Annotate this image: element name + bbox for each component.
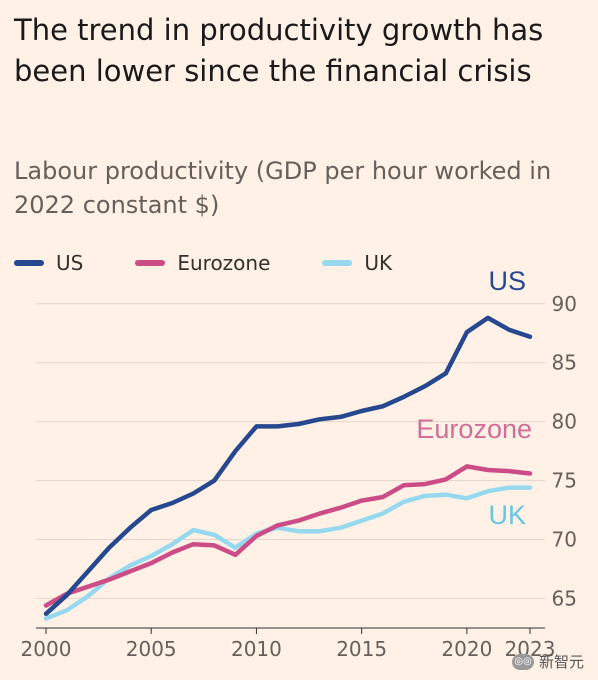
series-line-uk [43, 485, 533, 621]
series-labels: US Eurozone UK [416, 266, 532, 530]
x-tick-label-2000: 2000 [21, 637, 72, 661]
series-label-us: US [488, 266, 526, 296]
legend-label-uk: UK [364, 251, 393, 275]
series-line-eurozone [43, 464, 533, 608]
y-tick-label-70: 70 [552, 528, 577, 552]
legend-item-uk: UK [322, 251, 392, 275]
series-label-eurozone: Eurozone [416, 414, 532, 444]
legend-swatch-us [14, 260, 44, 266]
watermark-text: 新智元 [538, 653, 584, 671]
watermark: ◎◎ 新智元 [511, 651, 584, 672]
x-tick-label-2020: 2020 [441, 637, 492, 661]
chart-title: The trend in productivity growth has bee… [14, 13, 544, 88]
y-tick-label-85: 85 [552, 351, 577, 375]
y-tick-label-75: 75 [552, 469, 577, 493]
legend-item-us: US [14, 251, 83, 275]
legend-swatch-uk [322, 260, 353, 266]
y-tick-label-65: 65 [552, 586, 577, 610]
y-tick-label-90: 90 [552, 292, 577, 316]
x-tick-label-2015: 2015 [336, 637, 387, 661]
wechat-icon: ◎◎ [511, 653, 534, 670]
x-tick-label-2005: 2005 [126, 637, 177, 661]
legend-label-us: US [56, 251, 84, 275]
series-line-us [43, 315, 533, 617]
y-tick-label-80: 80 [552, 410, 577, 434]
legend-item-eurozone: Eurozone [135, 251, 270, 275]
series-lines [43, 315, 533, 621]
chart-subtitle: Labour productivity (GDP per hour worked… [14, 157, 552, 219]
legend-label-eurozone: Eurozone [177, 251, 271, 275]
series-label-uk: UK [488, 500, 526, 530]
x-tick-label-2010: 2010 [231, 637, 282, 661]
legend: US Eurozone UK [14, 248, 444, 278]
legend-swatch-eurozone [135, 260, 166, 266]
